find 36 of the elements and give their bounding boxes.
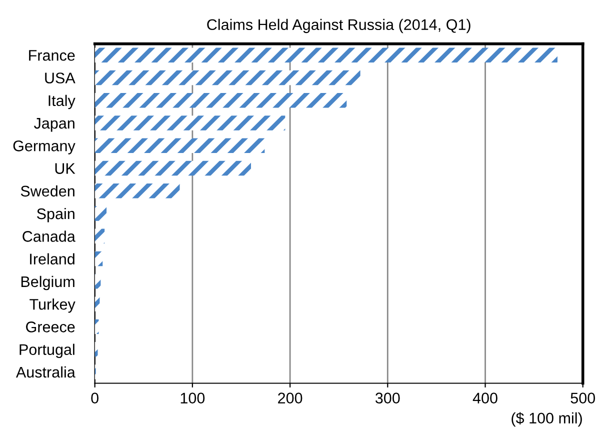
y-tick-label: Australia <box>16 366 76 378</box>
bar <box>94 160 251 176</box>
bar <box>94 138 265 153</box>
x-tick-label: 0 <box>91 392 98 404</box>
x-tick-label: 200 <box>278 392 302 404</box>
x-tick-label: 100 <box>180 392 205 404</box>
y-tick-label: Portugal <box>20 344 74 358</box>
bar <box>94 70 360 86</box>
bar <box>94 251 103 266</box>
y-tick-label: Turkey <box>30 298 76 313</box>
y-tick-label: Spain <box>37 208 74 222</box>
bar <box>94 184 180 198</box>
x-axis-title: ($ 100 mil) <box>512 412 582 427</box>
x-tick-label: 400 <box>472 392 498 404</box>
bar <box>94 296 100 312</box>
y-tick-label: Italy <box>48 94 76 110</box>
bar <box>94 116 286 130</box>
y-tick-label: Canada <box>22 230 76 242</box>
y-tick-label: Greece <box>26 322 75 332</box>
bar <box>94 342 98 357</box>
y-tick-label: UK <box>55 163 76 174</box>
y-tick-label: Ireland <box>30 253 74 264</box>
bar <box>94 48 558 62</box>
x-tick-label: 500 <box>570 392 596 404</box>
bar <box>94 274 101 289</box>
y-tick-label: Belgium <box>21 276 74 290</box>
bar <box>94 228 105 244</box>
y-tick-label: USA <box>45 72 76 84</box>
bar <box>94 93 347 108</box>
y-tick-label: France <box>29 50 75 61</box>
x-tick-label: 300 <box>375 392 400 404</box>
chart-title: Claims Held Against Russia (2014, Q1) <box>207 18 470 34</box>
y-tick-label: Germany <box>13 140 76 154</box>
y-tick-label: Japan <box>34 118 74 132</box>
bar <box>94 206 107 221</box>
y-tick-label: Sweden <box>20 185 74 197</box>
